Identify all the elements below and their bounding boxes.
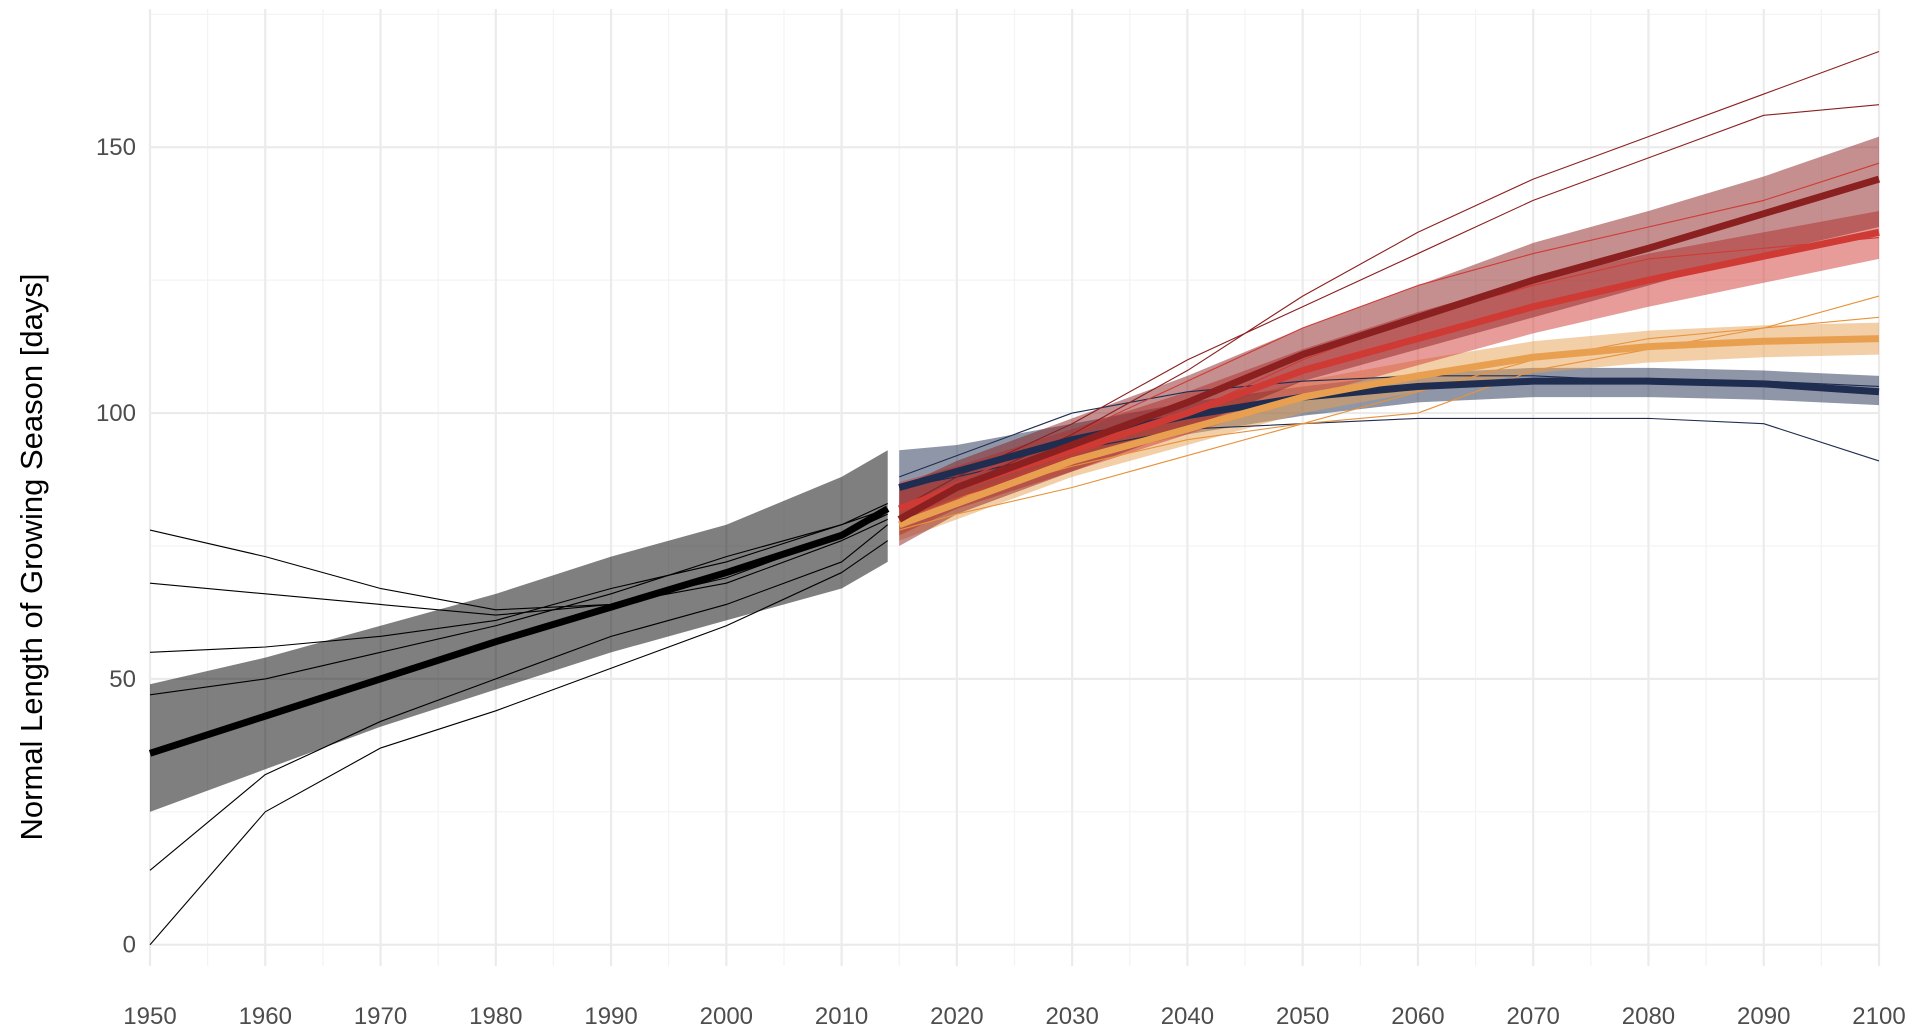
model-line bbox=[898, 51, 1880, 526]
x-tick-label: 1960 bbox=[239, 1003, 292, 1030]
x-tick-label: 2080 bbox=[1622, 1003, 1675, 1030]
trend-line bbox=[897, 175, 1881, 523]
model-line bbox=[149, 540, 889, 946]
y-tick-label: 100 bbox=[96, 400, 136, 427]
trend-line bbox=[148, 505, 890, 757]
x-tick-label: 2040 bbox=[1161, 1003, 1214, 1030]
x-tick-label: 2090 bbox=[1737, 1003, 1790, 1030]
model-line bbox=[898, 104, 1880, 510]
x-tick-label: 2020 bbox=[930, 1003, 983, 1030]
model-line bbox=[149, 508, 888, 653]
y-tick-label: 150 bbox=[96, 134, 136, 161]
model-line bbox=[149, 518, 888, 611]
x-tick-label: 2100 bbox=[1852, 1003, 1905, 1030]
x-tick-label: 1980 bbox=[469, 1003, 522, 1030]
x-tick-label: 1950 bbox=[123, 1003, 176, 1030]
model-line bbox=[149, 524, 889, 871]
trend-line bbox=[898, 335, 1880, 529]
confidence-band bbox=[899, 211, 1879, 536]
x-tick-label: 2050 bbox=[1276, 1003, 1329, 1030]
y-axis-label: Normal Length of Growing Season [days] bbox=[14, 274, 49, 841]
x-tick-label: 1990 bbox=[584, 1003, 637, 1030]
x-tick-label: 2070 bbox=[1507, 1003, 1560, 1030]
y-tick-label: 0 bbox=[123, 932, 136, 959]
x-tick-label: 1970 bbox=[354, 1003, 407, 1030]
trend-line bbox=[898, 377, 1880, 491]
x-tick-label: 2000 bbox=[700, 1003, 753, 1030]
x-tick-label: 2060 bbox=[1391, 1003, 1444, 1030]
y-tick-label: 50 bbox=[109, 666, 136, 693]
x-tick-label: 2010 bbox=[815, 1003, 868, 1030]
model-line bbox=[899, 316, 1880, 531]
x-tick-label: 2030 bbox=[1045, 1003, 1098, 1030]
confidence-band bbox=[150, 450, 888, 812]
